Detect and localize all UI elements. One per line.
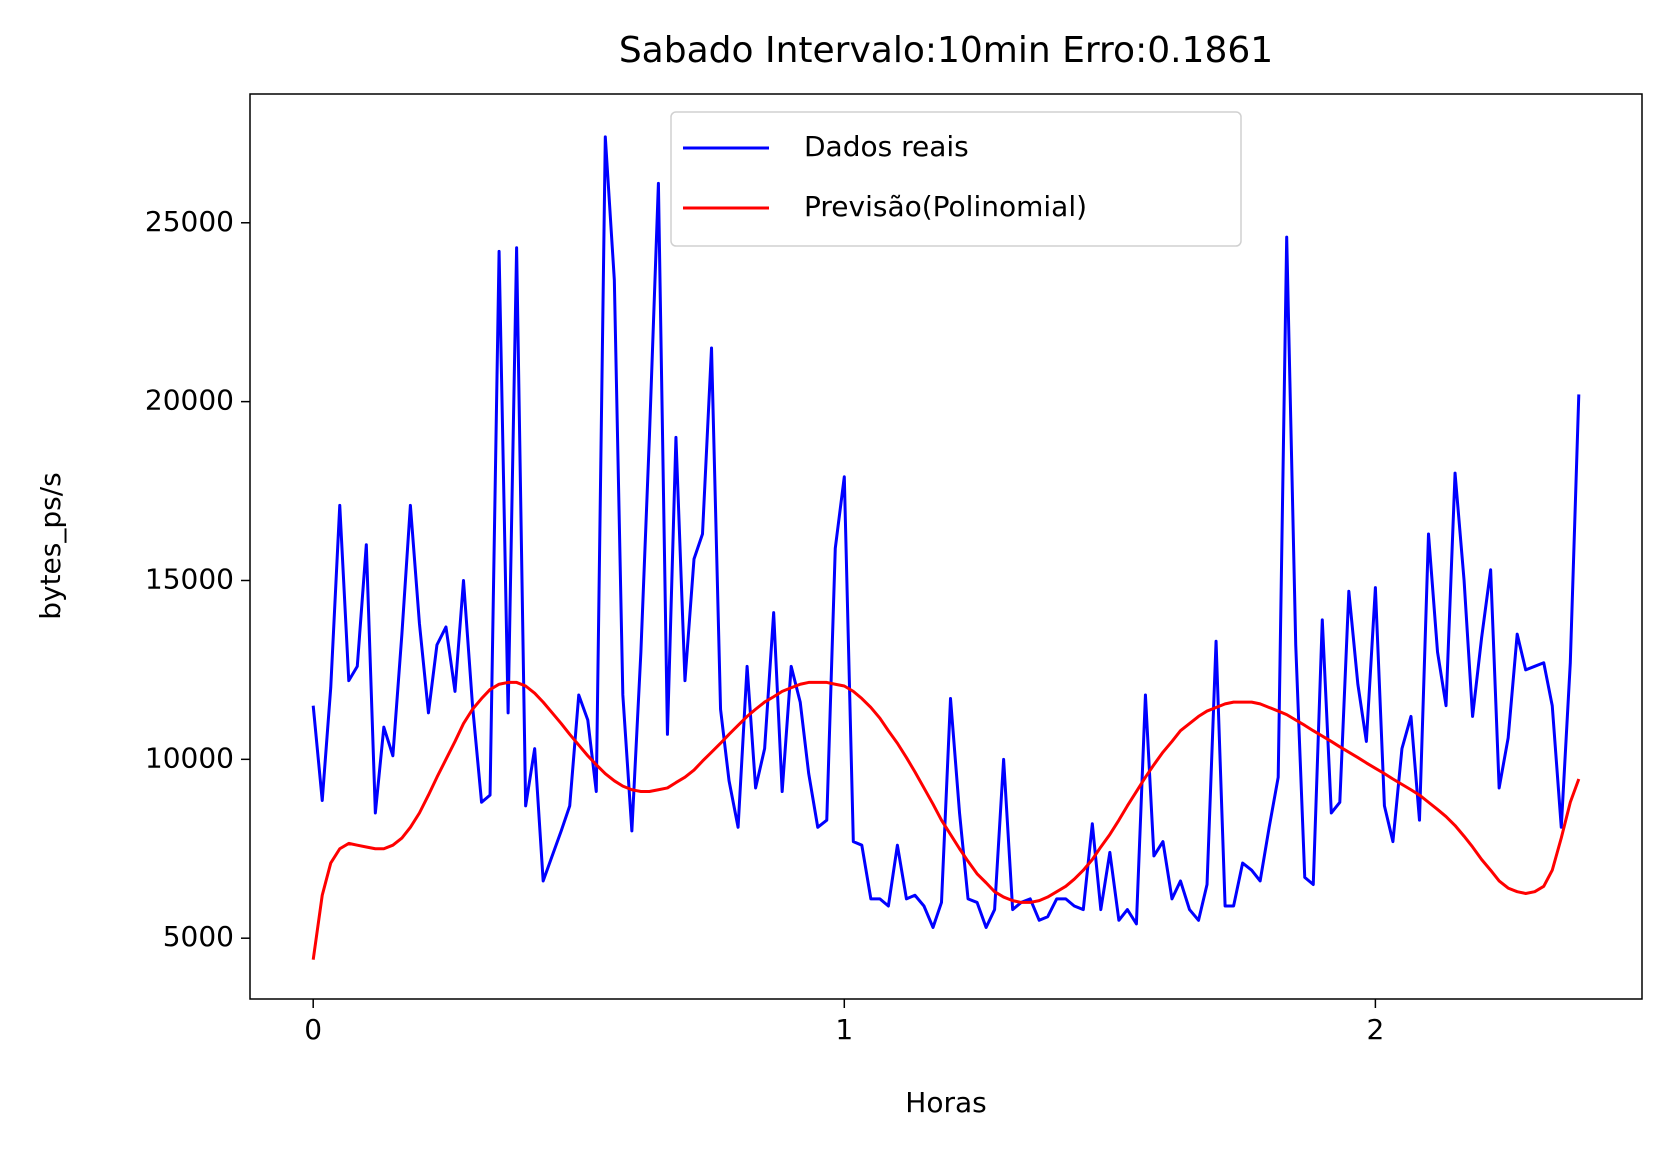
y-tick-label: 15000: [145, 562, 234, 595]
x-axis-label: Horas: [905, 1086, 986, 1119]
legend: Dados reais Previsão(Polinomial): [670, 111, 1242, 247]
legend-label: Dados reais: [804, 130, 969, 163]
series-line: [311, 680, 1581, 960]
plot-frame: [249, 93, 1643, 1000]
legend-label: Previsão(Polinomial): [804, 190, 1087, 223]
y-tick-label: 25000: [145, 205, 234, 238]
x-tick-label: 0: [304, 1013, 322, 1046]
y-axis-label: bytes_ps/s: [34, 472, 67, 620]
y-tick-label: 20000: [145, 384, 234, 417]
legend-frame: [670, 111, 1242, 247]
chart-title: Sabado Intervalo:10min Erro:0.1861: [619, 30, 1273, 71]
x-tick-label: 1: [835, 1013, 853, 1046]
series-line: [311, 135, 1581, 929]
y-tick-label: 10000: [145, 741, 234, 774]
x-tick-label: 2: [1366, 1013, 1384, 1046]
y-tick-label: 5000: [163, 920, 234, 953]
